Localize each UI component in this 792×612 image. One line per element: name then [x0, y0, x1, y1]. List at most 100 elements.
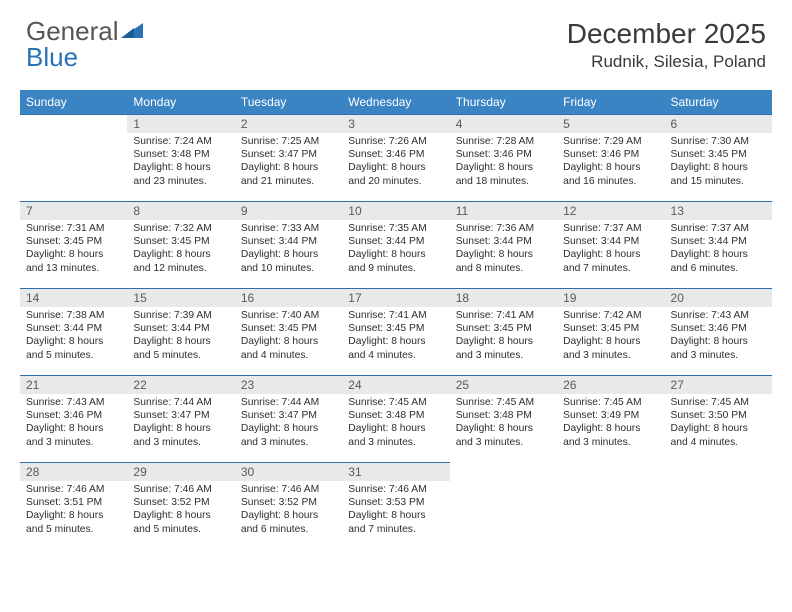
- week-row: 7Sunrise: 7:31 AMSunset: 3:45 PMDaylight…: [20, 202, 772, 289]
- weekday-header: Saturday: [665, 90, 772, 115]
- day-number: 27: [665, 376, 772, 394]
- day-cell: 2Sunrise: 7:25 AMSunset: 3:47 PMDaylight…: [235, 115, 342, 202]
- day-details: Sunrise: 7:26 AMSunset: 3:46 PMDaylight:…: [342, 133, 449, 192]
- day-details: Sunrise: 7:46 AMSunset: 3:52 PMDaylight:…: [235, 481, 342, 540]
- day-number: 14: [20, 289, 127, 307]
- day-cell: 3Sunrise: 7:26 AMSunset: 3:46 PMDaylight…: [342, 115, 449, 202]
- day-number: 11: [450, 202, 557, 220]
- day-cell: [557, 463, 664, 550]
- day-details: Sunrise: 7:32 AMSunset: 3:45 PMDaylight:…: [127, 220, 234, 279]
- day-cell: 20Sunrise: 7:43 AMSunset: 3:46 PMDayligh…: [665, 289, 772, 376]
- day-number: 24: [342, 376, 449, 394]
- day-cell: 23Sunrise: 7:44 AMSunset: 3:47 PMDayligh…: [235, 376, 342, 463]
- day-cell: 1Sunrise: 7:24 AMSunset: 3:48 PMDaylight…: [127, 115, 234, 202]
- day-details: Sunrise: 7:41 AMSunset: 3:45 PMDaylight:…: [342, 307, 449, 366]
- day-details: Sunrise: 7:42 AMSunset: 3:45 PMDaylight:…: [557, 307, 664, 366]
- day-details: Sunrise: 7:46 AMSunset: 3:52 PMDaylight:…: [127, 481, 234, 540]
- day-number: 23: [235, 376, 342, 394]
- day-number: 3: [342, 115, 449, 133]
- day-cell: 13Sunrise: 7:37 AMSunset: 3:44 PMDayligh…: [665, 202, 772, 289]
- day-number: 10: [342, 202, 449, 220]
- day-cell: 17Sunrise: 7:41 AMSunset: 3:45 PMDayligh…: [342, 289, 449, 376]
- day-number: 9: [235, 202, 342, 220]
- day-number: 31: [342, 463, 449, 481]
- day-number: 6: [665, 115, 772, 133]
- day-details: Sunrise: 7:29 AMSunset: 3:46 PMDaylight:…: [557, 133, 664, 192]
- weekday-header: Friday: [557, 90, 664, 115]
- day-number: 4: [450, 115, 557, 133]
- day-cell: 12Sunrise: 7:37 AMSunset: 3:44 PMDayligh…: [557, 202, 664, 289]
- day-cell: 24Sunrise: 7:45 AMSunset: 3:48 PMDayligh…: [342, 376, 449, 463]
- logo-triangle-icon: [121, 18, 143, 44]
- day-number: 25: [450, 376, 557, 394]
- day-cell: 26Sunrise: 7:45 AMSunset: 3:49 PMDayligh…: [557, 376, 664, 463]
- weekday-header: Sunday: [20, 90, 127, 115]
- day-cell: 27Sunrise: 7:45 AMSunset: 3:50 PMDayligh…: [665, 376, 772, 463]
- week-row: 21Sunrise: 7:43 AMSunset: 3:46 PMDayligh…: [20, 376, 772, 463]
- day-details: Sunrise: 7:41 AMSunset: 3:45 PMDaylight:…: [450, 307, 557, 366]
- day-details: Sunrise: 7:44 AMSunset: 3:47 PMDaylight:…: [235, 394, 342, 453]
- day-cell: 6Sunrise: 7:30 AMSunset: 3:45 PMDaylight…: [665, 115, 772, 202]
- day-details: Sunrise: 7:43 AMSunset: 3:46 PMDaylight:…: [665, 307, 772, 366]
- weekday-header: Wednesday: [342, 90, 449, 115]
- day-cell: 16Sunrise: 7:40 AMSunset: 3:45 PMDayligh…: [235, 289, 342, 376]
- day-number: 19: [557, 289, 664, 307]
- day-number: 26: [557, 376, 664, 394]
- weekday-header: Monday: [127, 90, 234, 115]
- weekday-header-row: SundayMondayTuesdayWednesdayThursdayFrid…: [20, 90, 772, 115]
- page-header: GeneralBlue December 2025 Rudnik, Silesi…: [0, 0, 792, 84]
- day-cell: 7Sunrise: 7:31 AMSunset: 3:45 PMDaylight…: [20, 202, 127, 289]
- month-title: December 2025: [567, 18, 766, 50]
- day-cell: 11Sunrise: 7:36 AMSunset: 3:44 PMDayligh…: [450, 202, 557, 289]
- location-text: Rudnik, Silesia, Poland: [567, 52, 766, 72]
- day-cell: [665, 463, 772, 550]
- day-details: Sunrise: 7:38 AMSunset: 3:44 PMDaylight:…: [20, 307, 127, 366]
- week-row: 1Sunrise: 7:24 AMSunset: 3:48 PMDaylight…: [20, 115, 772, 202]
- day-number: 5: [557, 115, 664, 133]
- day-number: 20: [665, 289, 772, 307]
- day-number: 2: [235, 115, 342, 133]
- day-details: Sunrise: 7:45 AMSunset: 3:50 PMDaylight:…: [665, 394, 772, 453]
- day-cell: [20, 115, 127, 202]
- week-row: 28Sunrise: 7:46 AMSunset: 3:51 PMDayligh…: [20, 463, 772, 550]
- day-cell: 30Sunrise: 7:46 AMSunset: 3:52 PMDayligh…: [235, 463, 342, 550]
- day-details: Sunrise: 7:40 AMSunset: 3:45 PMDaylight:…: [235, 307, 342, 366]
- day-cell: 10Sunrise: 7:35 AMSunset: 3:44 PMDayligh…: [342, 202, 449, 289]
- day-number: 28: [20, 463, 127, 481]
- day-number: 17: [342, 289, 449, 307]
- day-number: 15: [127, 289, 234, 307]
- day-number: 8: [127, 202, 234, 220]
- logo-text-2: Blue: [26, 42, 78, 72]
- day-cell: 28Sunrise: 7:46 AMSunset: 3:51 PMDayligh…: [20, 463, 127, 550]
- day-number: 12: [557, 202, 664, 220]
- day-cell: 9Sunrise: 7:33 AMSunset: 3:44 PMDaylight…: [235, 202, 342, 289]
- day-details: Sunrise: 7:30 AMSunset: 3:45 PMDaylight:…: [665, 133, 772, 192]
- day-cell: 19Sunrise: 7:42 AMSunset: 3:45 PMDayligh…: [557, 289, 664, 376]
- day-number: 30: [235, 463, 342, 481]
- day-details: Sunrise: 7:35 AMSunset: 3:44 PMDaylight:…: [342, 220, 449, 279]
- week-row: 14Sunrise: 7:38 AMSunset: 3:44 PMDayligh…: [20, 289, 772, 376]
- day-number: 1: [127, 115, 234, 133]
- day-number: 21: [20, 376, 127, 394]
- weekday-header: Thursday: [450, 90, 557, 115]
- day-cell: 14Sunrise: 7:38 AMSunset: 3:44 PMDayligh…: [20, 289, 127, 376]
- day-number: 18: [450, 289, 557, 307]
- day-details: Sunrise: 7:46 AMSunset: 3:51 PMDaylight:…: [20, 481, 127, 540]
- day-cell: 31Sunrise: 7:46 AMSunset: 3:53 PMDayligh…: [342, 463, 449, 550]
- day-details: Sunrise: 7:31 AMSunset: 3:45 PMDaylight:…: [20, 220, 127, 279]
- day-cell: 18Sunrise: 7:41 AMSunset: 3:45 PMDayligh…: [450, 289, 557, 376]
- day-number: 22: [127, 376, 234, 394]
- day-details: Sunrise: 7:24 AMSunset: 3:48 PMDaylight:…: [127, 133, 234, 192]
- day-details: Sunrise: 7:45 AMSunset: 3:48 PMDaylight:…: [342, 394, 449, 453]
- title-block: December 2025 Rudnik, Silesia, Poland: [567, 18, 766, 72]
- logo: GeneralBlue: [26, 18, 144, 70]
- day-details: Sunrise: 7:28 AMSunset: 3:46 PMDaylight:…: [450, 133, 557, 192]
- day-details: Sunrise: 7:45 AMSunset: 3:49 PMDaylight:…: [557, 394, 664, 453]
- day-cell: 22Sunrise: 7:44 AMSunset: 3:47 PMDayligh…: [127, 376, 234, 463]
- day-number: 7: [20, 202, 127, 220]
- day-cell: 21Sunrise: 7:43 AMSunset: 3:46 PMDayligh…: [20, 376, 127, 463]
- day-details: Sunrise: 7:25 AMSunset: 3:47 PMDaylight:…: [235, 133, 342, 192]
- day-details: Sunrise: 7:39 AMSunset: 3:44 PMDaylight:…: [127, 307, 234, 366]
- day-cell: [450, 463, 557, 550]
- day-details: Sunrise: 7:44 AMSunset: 3:47 PMDaylight:…: [127, 394, 234, 453]
